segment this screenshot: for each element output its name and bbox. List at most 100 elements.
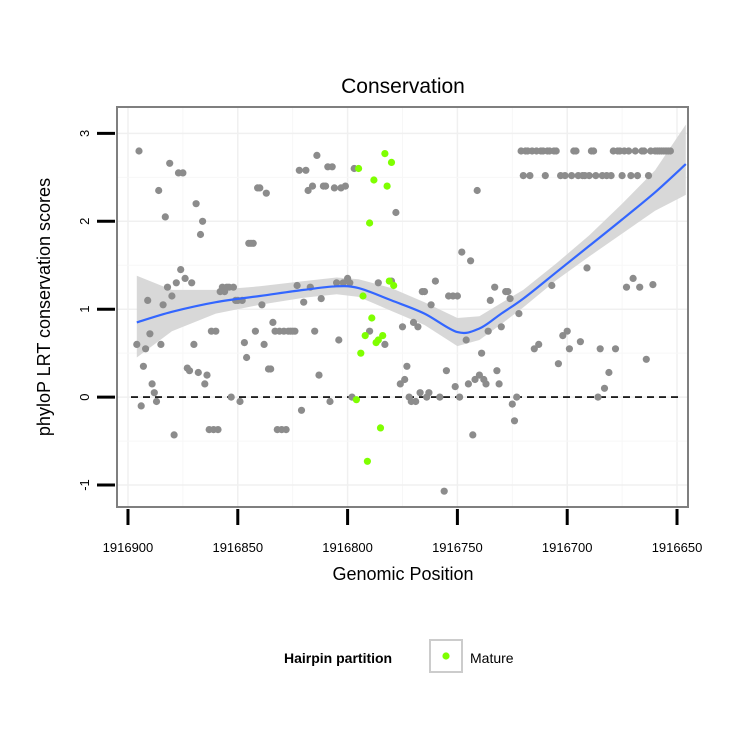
data-point-other [590, 147, 598, 155]
data-point-other [137, 402, 145, 410]
data-point-other [267, 365, 275, 373]
data-point-other [607, 172, 615, 180]
data-point-other [159, 301, 167, 309]
data-point-mature [359, 292, 367, 300]
x-tick-label: 1916800 [322, 540, 373, 555]
data-point-other [519, 172, 527, 180]
data-point-mature [385, 277, 393, 285]
data-point-other [177, 266, 185, 274]
data-point-other [150, 389, 158, 397]
data-point-mature [374, 336, 382, 344]
data-point-other [315, 371, 323, 379]
data-point-other [568, 172, 576, 180]
data-point-mature [379, 332, 387, 340]
data-point-other [420, 288, 429, 296]
data-point-other [467, 257, 475, 265]
data-point-mature [361, 332, 369, 340]
data-point-other [196, 230, 205, 239]
data-point-mature [363, 457, 371, 465]
data-point-other [513, 393, 521, 401]
data-point-other [170, 431, 178, 439]
data-point-other [185, 367, 194, 375]
data-point-other [302, 166, 310, 174]
x-tick-label: 1916900 [103, 540, 154, 555]
data-point-other [366, 327, 374, 335]
x-tick-label: 1916650 [652, 540, 703, 555]
data-point-other [133, 340, 141, 348]
data-point-other [190, 340, 198, 348]
data-point-other [148, 380, 156, 388]
data-point-other [469, 431, 477, 439]
data-point-other [304, 186, 312, 195]
data-point-other [431, 277, 439, 285]
data-point-other [181, 274, 189, 282]
data-point-other [453, 292, 461, 300]
data-point-mature [390, 281, 398, 290]
data-point-other [396, 380, 404, 388]
data-point-other [451, 383, 459, 391]
data-point-other [251, 327, 259, 335]
data-point-other [414, 323, 422, 331]
data-point-other [622, 283, 631, 291]
data-point-other [440, 487, 448, 495]
legend-key-mature-point [442, 652, 450, 660]
data-point-other [152, 397, 161, 406]
data-point-other [392, 208, 400, 217]
data-point-other [409, 318, 418, 326]
legend-title: Hairpin partition [284, 650, 392, 666]
data-point-other [427, 301, 435, 309]
data-point-other [339, 279, 347, 287]
data-point-other [506, 295, 514, 303]
data-point-other [308, 182, 317, 190]
data-point-other [605, 368, 613, 377]
data-point-other [640, 147, 648, 155]
data-point-other [398, 323, 407, 331]
data-point-other [269, 318, 277, 326]
data-point-other [548, 281, 556, 290]
data-point-other [504, 288, 512, 296]
data-point-mature [383, 182, 391, 190]
data-point-other [142, 345, 150, 353]
data-point-other [596, 345, 604, 353]
data-point-other [163, 283, 172, 291]
data-point-other [475, 371, 483, 379]
data-point-other [201, 380, 209, 388]
data-point-other [240, 339, 248, 347]
data-point-other [262, 189, 270, 197]
data-point-other [317, 295, 325, 303]
data-point-other [166, 159, 174, 167]
data-point-other [326, 397, 334, 406]
y-tick-label: 2 [77, 218, 92, 225]
data-point-other [535, 340, 543, 348]
data-point-other [291, 327, 299, 335]
data-point-other [594, 393, 602, 401]
data-point-other [188, 279, 196, 287]
y-axis: -1 0 1 2 3 [77, 130, 115, 491]
data-point-other [576, 338, 585, 346]
data-point-other [627, 172, 635, 180]
data-point-mature [366, 219, 374, 227]
data-point-other [563, 327, 571, 335]
data-point-other [243, 353, 251, 362]
data-point-other [260, 340, 268, 348]
data-point-other [412, 397, 420, 406]
data-point-other [157, 340, 165, 348]
data-point-other [335, 336, 343, 344]
data-point-other [442, 367, 450, 375]
data-point-other [572, 147, 580, 155]
data-point-other [295, 166, 303, 174]
data-point-other [484, 327, 492, 335]
x-tick-label: 1916850 [212, 540, 263, 555]
y-tick-label: 0 [77, 393, 92, 400]
data-point-other [194, 368, 202, 377]
data-point-mature [355, 164, 363, 173]
data-point-other [526, 172, 534, 180]
data-point-other [515, 310, 523, 318]
data-point-other [456, 393, 464, 401]
data-point-other [425, 389, 433, 397]
x-tick-label: 1916700 [542, 540, 593, 555]
data-point-other [493, 367, 501, 375]
y-tick-label: 1 [77, 306, 92, 313]
x-tick-label: 1916750 [432, 540, 483, 555]
